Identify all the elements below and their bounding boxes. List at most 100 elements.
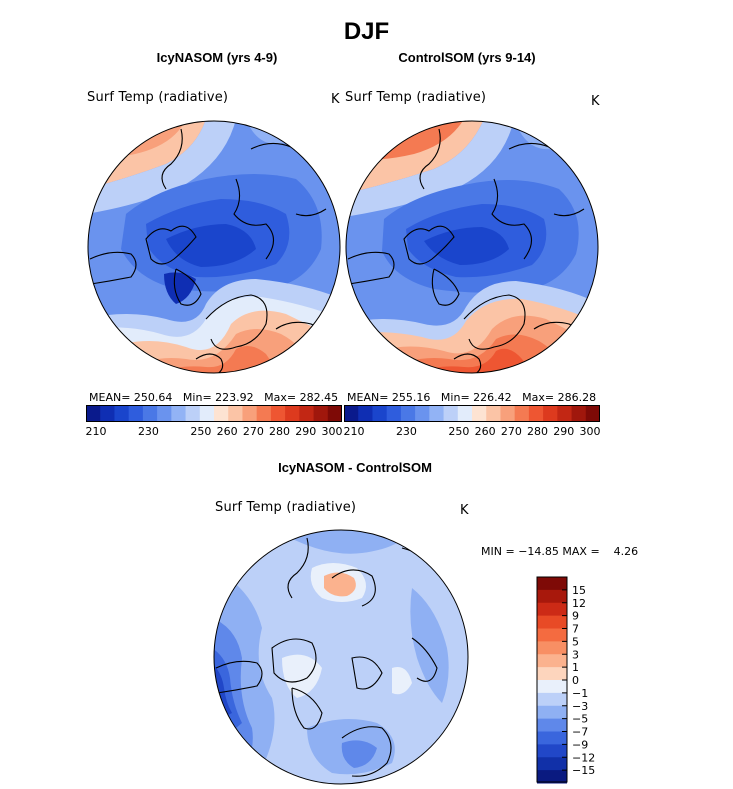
panel1-colorbar-tick-label: 260: [217, 425, 238, 438]
panel3-colorbar-tick-label: −3: [572, 700, 588, 713]
panel2-colorbar-swatch: [472, 405, 487, 421]
panel3-colorbar-tick-label: 15: [572, 584, 586, 597]
panel2-colorbar-swatch: [457, 405, 473, 421]
panel1-colorbar-swatch: [157, 405, 172, 421]
panel1-colorbar: 210 230 250 260 270 280 290 300: [86, 405, 343, 438]
panel3-colorbar-tick-label: 5: [572, 635, 579, 648]
panel2-colorbar-swatch: [429, 405, 445, 421]
panel1-colorbar-tick-label: 250: [190, 425, 211, 438]
panel1-colorbar-swatch: [199, 405, 215, 421]
panel1-colorbar-swatch: [327, 405, 342, 421]
panel3-colorbar-tick-label: 0: [572, 674, 579, 687]
panel3-colorbar-tick-label: 1: [572, 661, 579, 674]
panel1-colorbar-tick-label: 210: [86, 425, 107, 438]
panel3-min-label: MIN =: [481, 545, 515, 558]
panel3-colorbar-swatch: [537, 757, 567, 771]
panel3-colorbar-tick-label: 12: [572, 597, 586, 610]
panel2-mean-label: MEAN=: [347, 391, 389, 404]
panel2-colorbar-swatch: [557, 405, 573, 421]
panel3-colorbar-swatch: [537, 654, 567, 668]
panel2-max-label: Max=: [522, 391, 555, 404]
panel1-colorbar-swatch: [185, 405, 201, 421]
panel2-colorbar-swatch: [500, 405, 516, 421]
panel3-colorbar-tick-label: −1: [572, 687, 588, 700]
panel1-colorbar-swatch: [313, 405, 329, 421]
panel3-variable-label: Surf Temp (radiative): [215, 500, 357, 515]
panel3-units-label: K: [460, 503, 469, 518]
panel1-stats: MEAN= 250.64 Min= 223.92 Max= 282.45: [89, 391, 338, 404]
panel3-colorbar-swatch: [537, 731, 567, 745]
panel2-units-label: K: [591, 94, 600, 109]
panel2-colorbar-tick-label: 260: [475, 425, 496, 438]
panel1-colorbar-swatch: [114, 405, 130, 421]
panel3-colorbar-swatch: [537, 770, 567, 784]
panel2-polar-map: [345, 120, 599, 374]
panel2-colorbar-swatch: [344, 405, 359, 421]
panel3-colorbar-tick-label: 3: [572, 648, 579, 661]
panel3-colorbar-swatch: [537, 680, 567, 694]
panel2-colorbar-tick-label: 290: [553, 425, 574, 438]
panel3-polar-map: [213, 529, 469, 785]
panel2-colorbar-swatch: [443, 405, 459, 421]
panel2-min-value: 226.42: [473, 391, 512, 404]
panel2-colorbar-swatch: [514, 405, 530, 421]
panel1-colorbar-tick-label: 290: [295, 425, 316, 438]
panel3-colorbar-swatch: [537, 577, 567, 591]
panel3-max-value: 4.26: [613, 545, 639, 558]
figure-title: DJF: [343, 18, 390, 45]
panel1-variable-label: Surf Temp (radiative): [87, 90, 229, 105]
panel2-colorbar-tick-label: 280: [527, 425, 548, 438]
panel3-colorbar-tick-label: −7: [572, 726, 588, 739]
panel1-colorbar-tick-label: 230: [138, 425, 159, 438]
panel2-min-label: Min=: [440, 391, 470, 404]
panel2-colorbar-swatch: [400, 405, 416, 421]
panel2-colorbar-frame: [344, 405, 600, 422]
panel2-colorbar-swatch: [543, 405, 558, 421]
panel1-colorbar-swatch: [256, 405, 272, 421]
panel3-colorbar-swatch: [537, 641, 567, 655]
panel1-colorbar-swatch: [171, 405, 187, 421]
panel2-colorbar-swatch: [358, 405, 373, 421]
panel3-colorbar-swatch: [537, 602, 567, 617]
panel3-colorbar-swatch: [537, 589, 567, 604]
panel3-colorbar-tick-label: −12: [572, 751, 595, 764]
panel1-title: IcyNASOM (yrs 4-9): [156, 50, 278, 65]
panel2-colorbar-tick-label: 270: [501, 425, 522, 438]
panel3-colorbar-swatch: [537, 705, 567, 720]
panel3-min-value: −14.85: [518, 545, 559, 558]
panel1-colorbar-swatch: [128, 405, 144, 421]
panel1-colorbar-tick-label: 280: [269, 425, 290, 438]
panel1-colorbar-swatch: [100, 405, 115, 421]
panel3-colorbar-tick-label: 9: [572, 610, 579, 623]
panel3-colorbar-swatch: [537, 628, 567, 642]
panel2-colorbar-tick-label: 300: [580, 425, 601, 438]
panel2-max-value: 286.28: [557, 391, 597, 404]
panel1-units-label: K: [331, 92, 340, 107]
panel2-colorbar-swatch: [528, 405, 544, 421]
panel1-colorbar-tick-label: 300: [322, 425, 343, 438]
panel3-colorbar-tick-label: −5: [572, 713, 588, 726]
panel2-colorbar: 210 230 250 260 270 280 290 300: [344, 405, 601, 438]
panel2-colorbar-swatch: [571, 405, 587, 421]
panel1-colorbar-tick-label: 270: [243, 425, 264, 438]
panel3-stats: MIN = −14.85 MAX = 4.26: [481, 545, 638, 558]
panel3-colorbar-swatch: [537, 615, 567, 629]
panel2-stats: MEAN= 255.16 Min= 226.42 Max= 286.28: [347, 391, 596, 404]
panel2-colorbar-swatch: [386, 405, 402, 421]
panel3-colorbar-swatch: [537, 744, 567, 758]
panel3-colorbar-tick-label: −15: [572, 764, 595, 777]
panel3-max-label: MAX =: [562, 545, 600, 558]
panel1-max-label: Max=: [264, 391, 297, 404]
panel2-colorbar-swatch: [585, 405, 600, 421]
panel2-colorbar-swatch: [415, 405, 430, 421]
panel1-polar-map: [87, 120, 341, 374]
panel2-colorbar-swatch: [486, 405, 501, 421]
panel2-title: ControlSOM (yrs 9-14): [398, 50, 536, 65]
panel3-colorbar-swatch: [537, 718, 567, 732]
panel1-colorbar-swatch: [270, 405, 286, 421]
panel3-colorbar-swatch: [537, 692, 567, 707]
panel2-colorbar-tick-label: 210: [344, 425, 365, 438]
panel2-colorbar-tick-label: 250: [448, 425, 469, 438]
panel2-colorbar-swatch: [372, 405, 388, 421]
